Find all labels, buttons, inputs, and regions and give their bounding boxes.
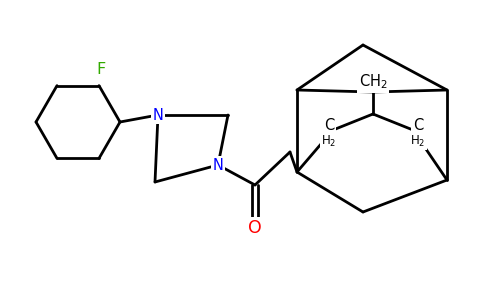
Text: N: N (212, 158, 224, 172)
Text: N: N (152, 107, 164, 122)
Text: F: F (96, 62, 106, 77)
Text: C: C (324, 118, 334, 134)
Text: O: O (248, 219, 262, 237)
Text: H$_2$: H$_2$ (410, 134, 426, 148)
Text: C: C (413, 118, 423, 134)
Text: H$_2$: H$_2$ (321, 134, 337, 148)
Text: CH$_2$: CH$_2$ (359, 73, 387, 91)
